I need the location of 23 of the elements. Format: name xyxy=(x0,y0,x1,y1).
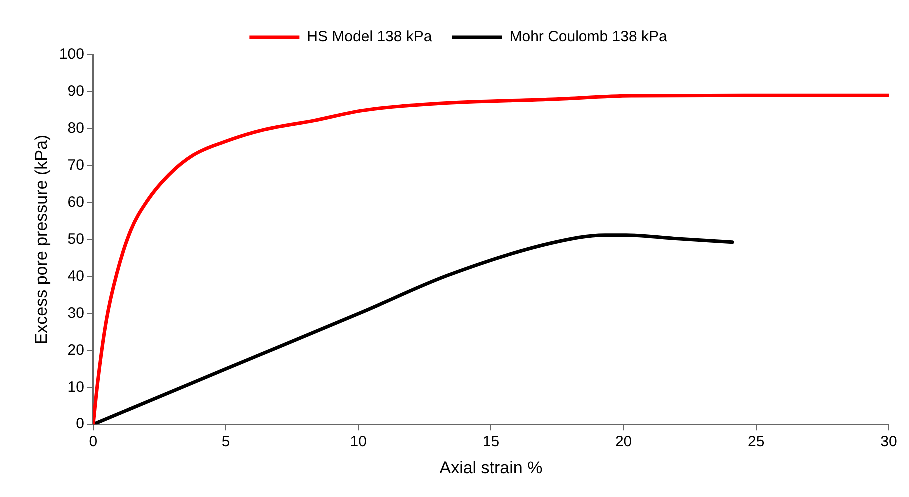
x-tick-label: 10 xyxy=(350,434,367,451)
x-tick-label: 5 xyxy=(222,434,230,451)
y-tick-label: 0 xyxy=(76,416,84,433)
y-tick-label: 70 xyxy=(68,157,84,174)
y-tick-label: 50 xyxy=(68,230,84,248)
y-tick-label: 20 xyxy=(68,342,84,359)
y-tick-label: 60 xyxy=(68,194,84,211)
y-tick-label: 30 xyxy=(68,304,84,322)
x-tick-label: 0 xyxy=(89,434,98,451)
x-tick-label: 25 xyxy=(748,434,765,451)
legend-label: Mohr Coulomb 138 kPa xyxy=(510,28,668,46)
y-axis-title: Excess pore pressure (kPa) xyxy=(32,134,51,345)
legend-label: HS Model 138 kPa xyxy=(307,28,433,46)
y-tick-label: 80 xyxy=(68,120,84,138)
x-tick-label: 30 xyxy=(880,434,898,451)
y-tick-label: 100 xyxy=(59,46,84,64)
y-tick-label: 90 xyxy=(68,83,84,100)
x-axis-title: Axial strain % xyxy=(440,458,543,478)
y-tick-label: 10 xyxy=(68,378,84,396)
line-series xyxy=(93,234,734,425)
x-tick-label: 15 xyxy=(482,434,500,451)
x-tick-label: 20 xyxy=(615,434,632,451)
y-tick-label: 40 xyxy=(68,268,84,285)
